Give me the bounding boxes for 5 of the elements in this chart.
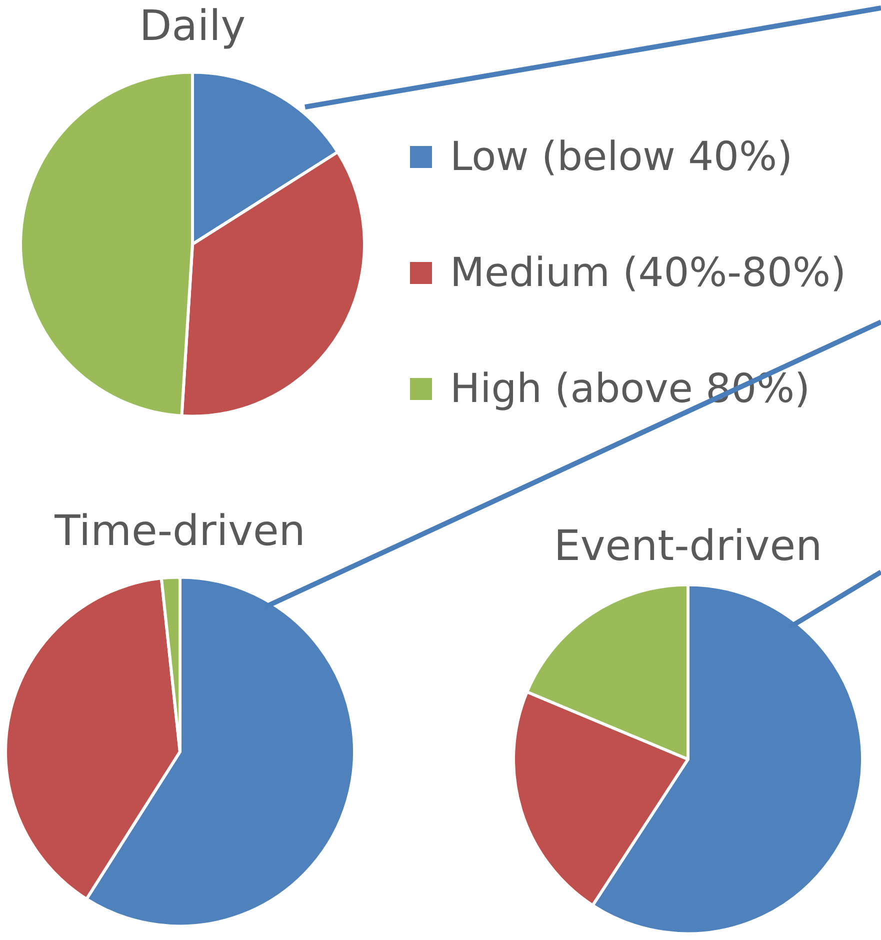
legend-label: Low (below 40%) xyxy=(450,134,793,180)
legend-label: Medium (40%-80%) xyxy=(450,250,846,296)
chart-title: Event-driven xyxy=(554,521,822,570)
chart-title: Daily xyxy=(139,1,246,50)
chart-title: Time-driven xyxy=(54,506,306,556)
